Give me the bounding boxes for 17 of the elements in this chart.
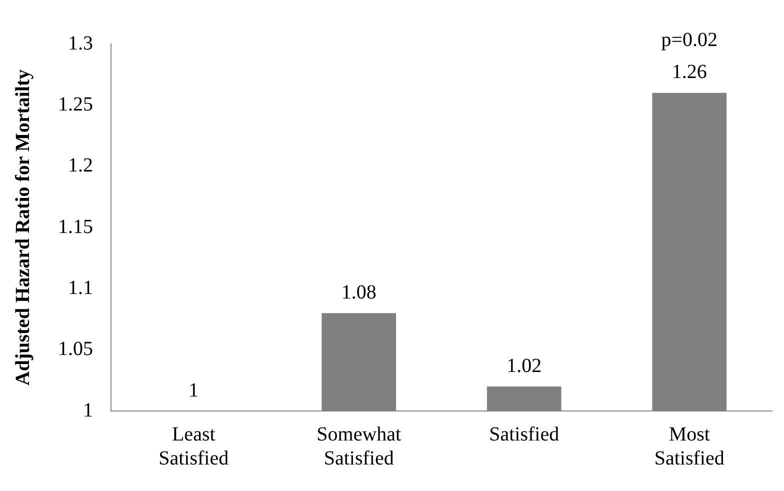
y-tick-label: 1.25: [58, 93, 93, 116]
x-tick-label: Somewhat Satisfied: [316, 423, 402, 470]
annotation: p=0.02: [661, 29, 718, 52]
y-tick-label: 1.2: [68, 154, 93, 177]
x-tick-label: Most Satisfied: [654, 423, 724, 470]
y-tick-label: 1.05: [58, 338, 93, 360]
y-tick-label: 1.1: [68, 276, 93, 299]
y-tick-label: 1.15: [58, 216, 93, 238]
data-label: 1.08: [341, 281, 376, 304]
y-tick-label: 1.3: [68, 32, 93, 54]
data-label: 1: [188, 379, 199, 402]
data-label: 1.02: [506, 354, 542, 377]
y-axis-title: Adjusted Hazard Ratio for Mortailty: [12, 69, 34, 386]
y-tick-label: 1: [83, 399, 93, 422]
data-label: 1.26: [672, 61, 707, 84]
x-tick-label: Least Satisfied: [158, 423, 229, 470]
x-tick-label: Satisfied: [489, 423, 560, 446]
